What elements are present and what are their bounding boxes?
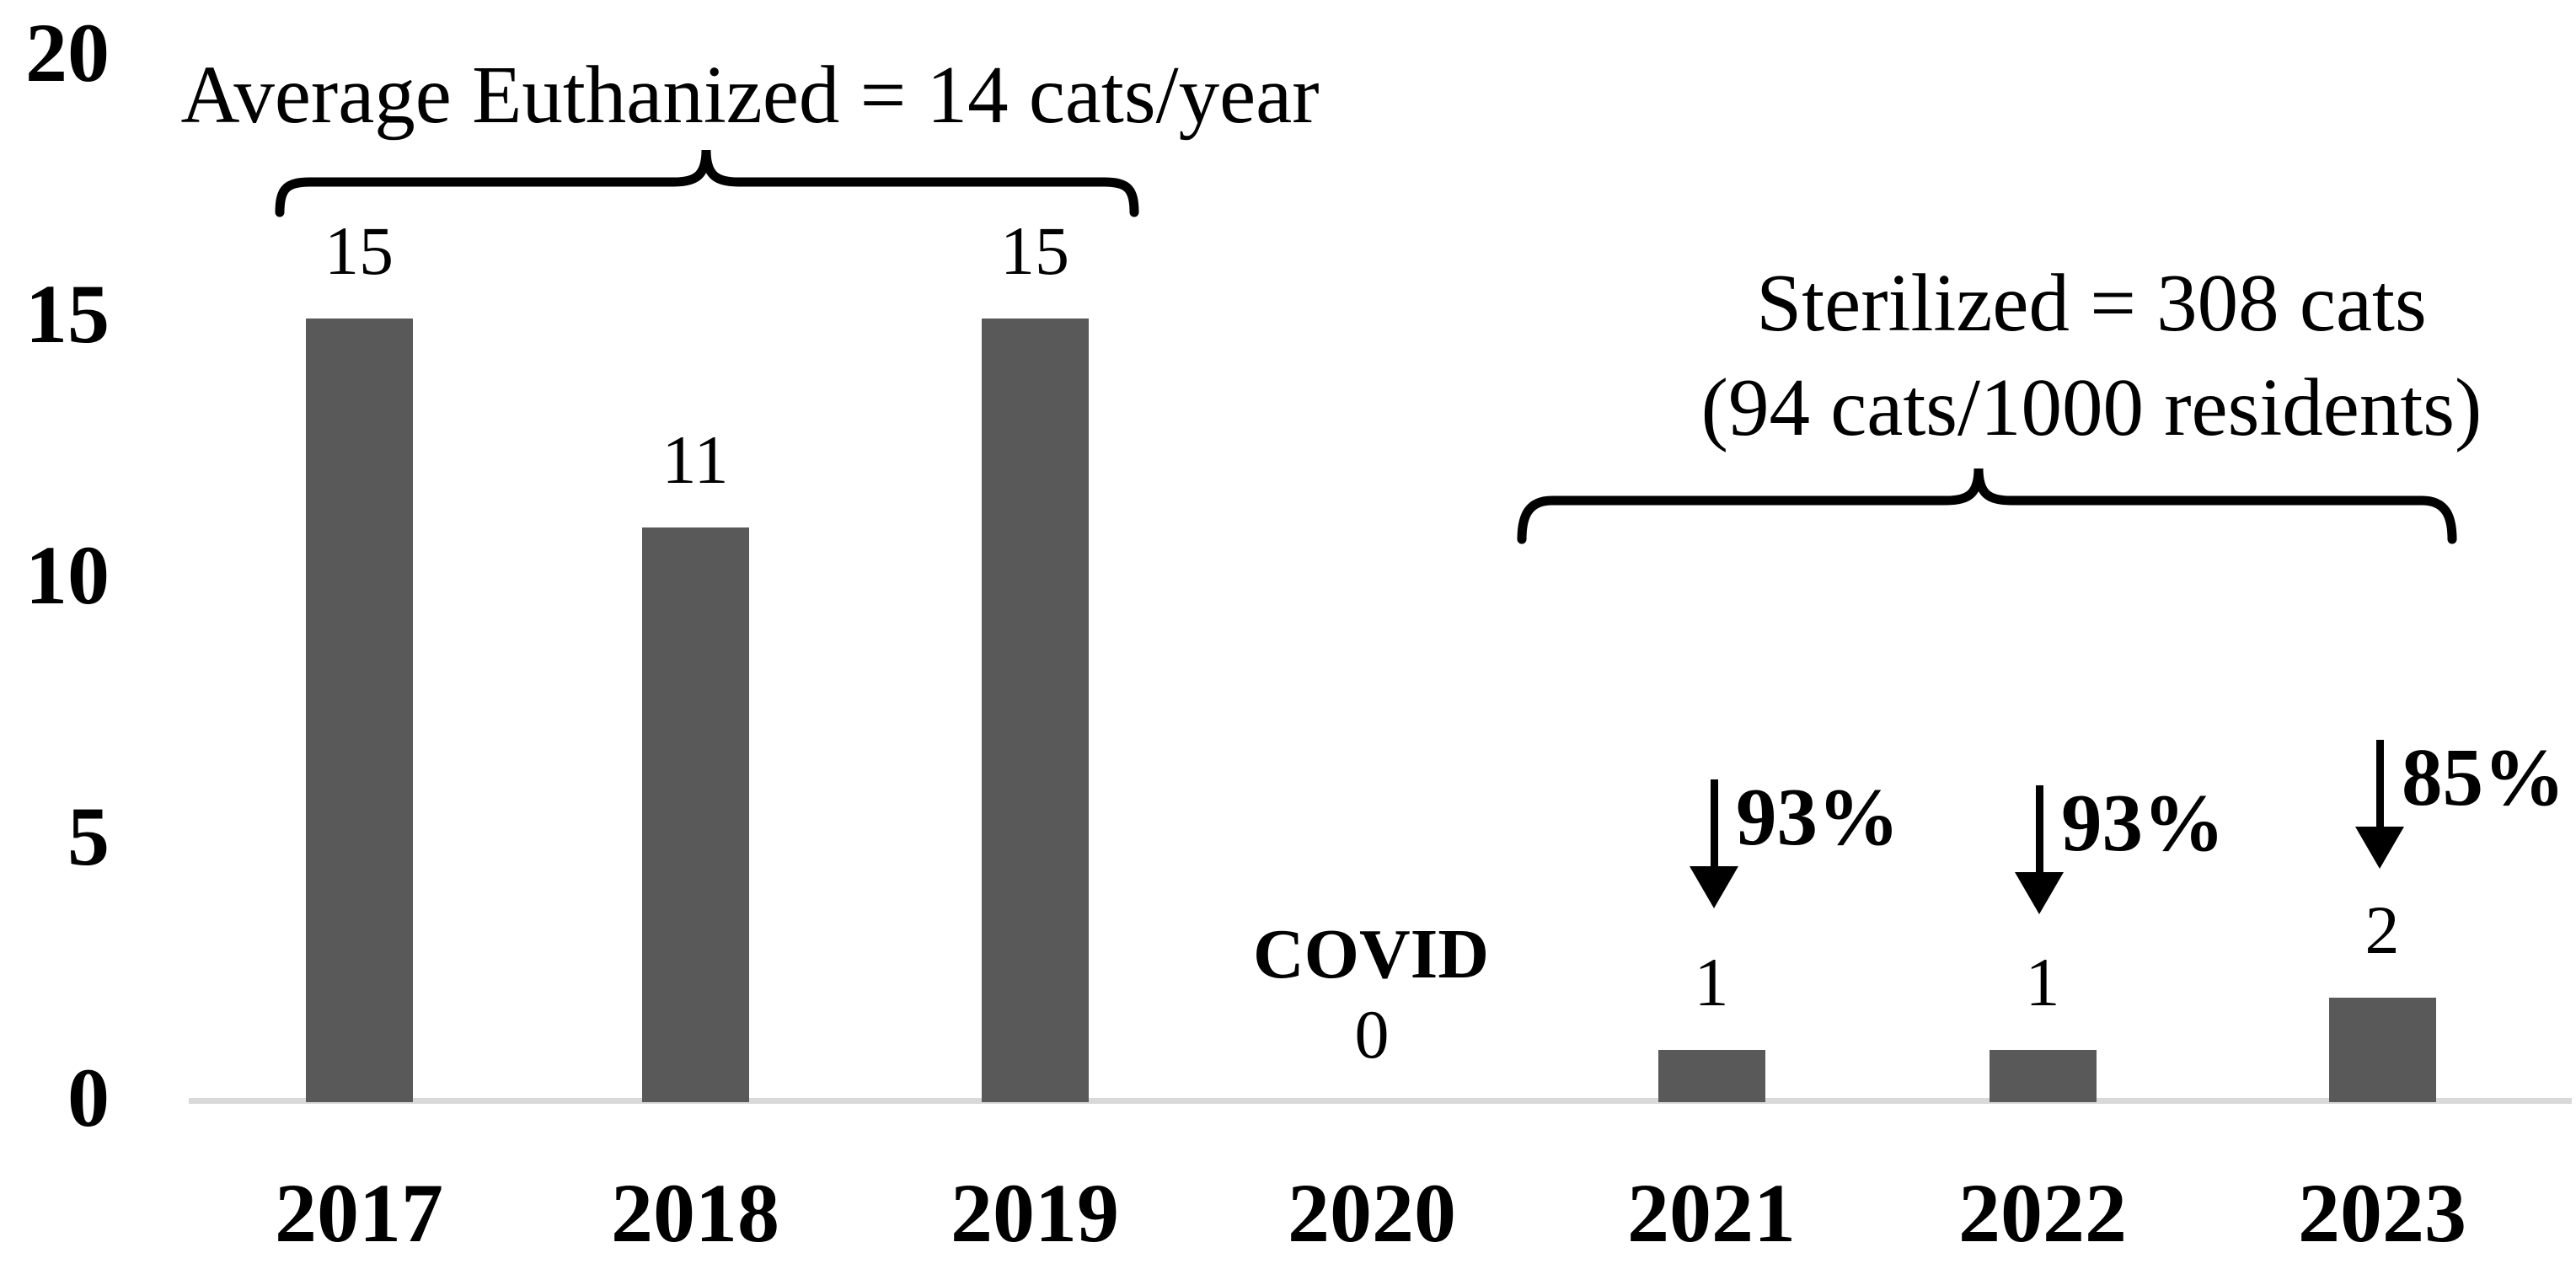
pct-drop-label-2023: 85%: [2402, 732, 2565, 822]
x-axis-label-2022: 2022: [1958, 1166, 2127, 1260]
sterilized-annotation-line2: (94 cats/1000 residents): [1700, 362, 2482, 452]
y-axis-tick-label: 15: [25, 267, 110, 361]
bar-value-label-2023: 2: [2364, 892, 2400, 968]
euthanized-years-brace: [275, 149, 1139, 217]
bar-2023: [2328, 998, 2436, 1102]
bar-value-label-2021: 1: [1694, 944, 1729, 1020]
sterilized-annotation-line1: Sterilized = 308 cats: [1756, 258, 2427, 348]
decrease-arrow-line-2021: [1710, 779, 1718, 868]
y-axis-tick-label: 5: [67, 790, 110, 883]
x-axis-label-2020: 2020: [1288, 1166, 1456, 1260]
y-axis-tick-label: 0: [67, 1051, 110, 1144]
x-axis-label-2023: 2023: [2298, 1166, 2466, 1260]
bar-2017: [305, 319, 413, 1102]
bar-value-label-2019: 15: [1000, 212, 1069, 289]
x-axis-line: [189, 1098, 2572, 1104]
bar-value-label-2022: 1: [2025, 944, 2060, 1020]
bar-2018: [641, 527, 749, 1102]
bar-2019: [981, 319, 1089, 1102]
euthanized-annotation-label: Average Euthanized = 14 cats/year: [180, 50, 1320, 140]
y-axis-tick-label: 20: [25, 6, 110, 99]
covid-label: COVID: [1252, 915, 1490, 993]
x-axis-label-2017: 2017: [275, 1166, 443, 1260]
decrease-arrow-line-2023: [2375, 740, 2384, 828]
decrease-arrow-line-2022: [2035, 785, 2043, 874]
decrease-arrow-head-2022: [2015, 872, 2064, 914]
bar-value-label-2020: 0: [1354, 996, 1390, 1073]
x-axis-label-2021: 2021: [1627, 1166, 1796, 1260]
pct-drop-label-2021: 93%: [1736, 772, 1899, 862]
y-axis-tick-label: 10: [25, 528, 110, 622]
decrease-arrow-head-2023: [2355, 827, 2404, 869]
decrease-arrow-head-2021: [1690, 866, 1738, 908]
sterilized-years-brace: [1517, 468, 2457, 544]
pct-drop-label-2022: 93%: [2061, 778, 2225, 868]
sterilized-annotation-label: Sterilized = 308 cats (94 cats/1000 resi…: [1701, 251, 2482, 460]
x-axis-label-2018: 2018: [611, 1166, 779, 1260]
bar-value-label-2017: 15: [324, 212, 394, 289]
bar-2021: [1658, 1050, 1765, 1102]
x-axis-label-2019: 2019: [951, 1166, 1119, 1260]
bar-2022: [1989, 1050, 2097, 1102]
bar-value-label-2018: 11: [661, 421, 729, 498]
